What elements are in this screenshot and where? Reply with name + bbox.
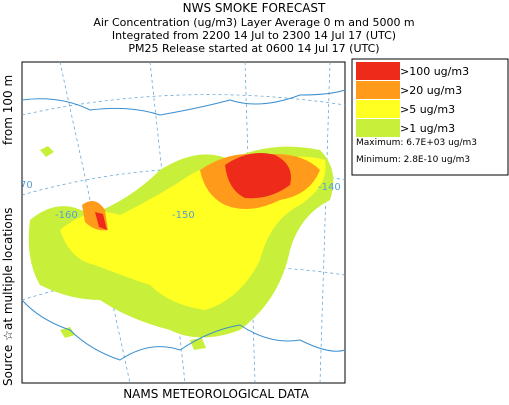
legend-maximum: Maximum: 6.7E+03 ug/m3 (356, 138, 477, 148)
grid-label: 70 (20, 180, 33, 191)
map: 70 -160 -150 -140 (20, 61, 346, 384)
legend-swatch (356, 81, 400, 99)
legend-swatch (356, 119, 400, 137)
smoke-level-100 (95, 152, 291, 230)
legend-label: >100 ug/m3 (400, 65, 469, 78)
title: NWS SMOKE FORECAST (183, 1, 326, 15)
subtitle: Integrated from 2200 14 Jul to 2300 14 J… (112, 29, 396, 42)
side-label-part: at multiple locations (1, 207, 15, 330)
legend-label: >5 ug/m3 (400, 103, 455, 116)
grid-label: -150 (172, 210, 195, 221)
legend-label: >1 ug/m3 (400, 122, 455, 135)
coastline (21, 89, 346, 361)
side-label-part: from 100 m (1, 75, 15, 145)
side-label: Source ☆ at multiple locations from 100 … (1, 75, 15, 386)
legend-swatch (356, 100, 400, 118)
side-label-part: Source ☆ (1, 330, 15, 386)
legend-swatch (356, 62, 400, 80)
subtitle: Air Concentration (ug/m3) Layer Average … (93, 16, 414, 29)
legend-minimum: Minimum: 2.8E-10 ug/m3 (356, 155, 470, 165)
subtitle: PM25 Release started at 0600 14 Jul 17 (… (128, 42, 379, 55)
footer: NAMS METEOROLOGICAL DATA (123, 387, 309, 401)
legend-label: >20 ug/m3 (400, 84, 462, 97)
legend: >100 ug/m3 >20 ug/m3 >5 ug/m3 >1 ug/m3 Maxi… (351, 58, 509, 176)
grid-label: -160 (55, 210, 78, 221)
grid-label: -140 (318, 182, 341, 193)
